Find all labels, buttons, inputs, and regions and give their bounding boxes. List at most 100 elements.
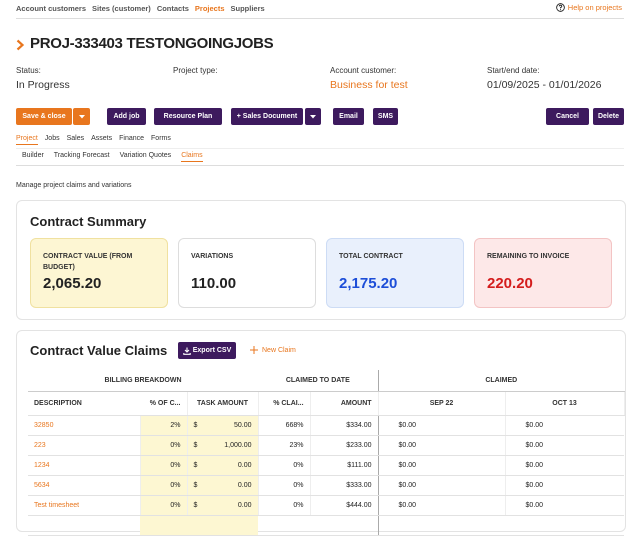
claims-table: BILLING BREAKDOWN CLAIMED TO DATE CLAIMED D… xyxy=(28,370,625,536)
summary-label: CONTRACT VALUE (FROM BUDGET) xyxy=(43,253,133,271)
column-header: SEP 22 xyxy=(377,391,506,416)
cell xyxy=(258,515,311,536)
task-currency: $ xyxy=(193,461,198,469)
new-claim-link[interactable]: New Claim xyxy=(250,346,296,354)
subtab[interactable]: Tracking Forecast xyxy=(53,152,110,159)
summary-box: TOTAL CONTRACT 2,175.20 xyxy=(326,238,464,308)
caret xyxy=(78,115,85,119)
claimed-amount: $0.00 xyxy=(377,475,506,496)
task-amount-cell: $50.00 xyxy=(186,415,259,436)
tab[interactable]: Project xyxy=(16,135,38,145)
group-header: CLAIMED TO DATE xyxy=(258,370,379,392)
divider xyxy=(16,165,624,166)
claim-row-partial xyxy=(28,515,625,536)
summary-label: VARIATIONS xyxy=(191,253,234,260)
column-header: % OF C... xyxy=(140,391,188,416)
nav-link[interactable]: Projects xyxy=(194,4,225,13)
task-currency: $ xyxy=(193,481,198,489)
nav-link[interactable]: Account customers xyxy=(16,4,87,13)
tab[interactable]: Assets xyxy=(91,135,113,142)
save-dropdown[interactable] xyxy=(73,108,90,125)
task-amount: 50.00 xyxy=(234,421,252,429)
description: Manage project claims and variations xyxy=(16,182,132,189)
claimed-amount: $0.00 xyxy=(377,455,506,476)
amount-claimed: $333.00 xyxy=(310,475,379,496)
field-value: In Progress xyxy=(16,79,70,91)
export-csv-button[interactable]: Export CSV xyxy=(178,342,236,359)
task-amount-cell: $1,000.00 xyxy=(186,435,259,456)
subtab[interactable]: Variation Quotes xyxy=(119,152,172,159)
task-amount-cell: $0.00 xyxy=(186,495,259,516)
description[interactable]: 32850 xyxy=(28,415,141,436)
field-label: Project type: xyxy=(173,66,218,75)
resource-plan-button[interactable]: Resource Plan xyxy=(154,108,222,125)
claim-row: 32850 2% $50.00 668% $334.00 $0.00 $0.00 xyxy=(28,415,625,436)
tabs: Project Jobs Sales Assets Finance Forms xyxy=(16,135,171,145)
subtab[interactable]: Builder xyxy=(22,152,44,159)
column-header: AMOUNT xyxy=(310,391,379,416)
new-claim-text: New Claim xyxy=(262,346,296,354)
caret xyxy=(310,115,316,119)
tab[interactable]: Finance xyxy=(119,135,145,142)
download-icon xyxy=(182,347,191,355)
claimed-amount: $0.00 xyxy=(505,475,625,496)
email-button[interactable]: Email xyxy=(333,108,364,125)
description[interactable]: 1234 xyxy=(28,455,141,476)
cell xyxy=(28,515,140,536)
sales-document-button[interactable]: + Sales Document xyxy=(231,108,303,125)
summary-box: REMAINING TO INVOICE 220.20 xyxy=(474,238,612,308)
amount-claimed: $111.00 xyxy=(310,455,379,476)
sales-dropdown[interactable] xyxy=(305,108,321,125)
claimed-amount: $0.00 xyxy=(377,435,506,456)
cell xyxy=(140,515,187,536)
pct-of-contract: 0% xyxy=(140,475,187,496)
page: {"nav": {"links": ["Account customers", … xyxy=(16,3,626,536)
amount-claimed: $233.00 xyxy=(310,435,379,456)
cell xyxy=(187,515,259,536)
task-amount-wrap: $1,000.00 xyxy=(194,442,252,449)
add-job-button[interactable]: Add job xyxy=(107,108,146,125)
column-header: OCT 13 xyxy=(505,391,625,416)
nav-link[interactable]: Suppliers xyxy=(230,4,265,13)
description[interactable]: 223 xyxy=(28,435,141,456)
claimed-amount: $0.00 xyxy=(505,415,625,436)
field-value: 01/09/2025 - 01/01/2026 xyxy=(487,79,602,91)
screen: Account customers Sites (customer) Contact… xyxy=(16,3,626,536)
sms-button[interactable]: SMS xyxy=(373,108,398,125)
tab[interactable]: Sales xyxy=(66,135,85,142)
help-link[interactable]: Help on projects xyxy=(555,3,622,12)
task-amount-cell: $0.00 xyxy=(186,455,259,476)
cell xyxy=(310,515,379,536)
description[interactable]: Test timesheet xyxy=(28,495,141,516)
summary-value: 2,065.20 xyxy=(43,275,102,292)
summary-label: REMAINING TO INVOICE xyxy=(487,253,570,260)
amount-claimed: $444.00 xyxy=(310,495,379,516)
top-nav: Account customers Sites (customer) Contact… xyxy=(16,4,265,13)
cancel-button[interactable]: Cancel xyxy=(546,108,589,125)
tab[interactable]: Jobs xyxy=(44,135,60,142)
task-currency: $ xyxy=(193,421,198,429)
divider xyxy=(16,18,624,19)
help-text: Help on projects xyxy=(567,3,622,12)
page-title: PROJ-333403 TESTONGOINGJOBS xyxy=(30,35,274,52)
task-amount: 0.00 xyxy=(237,461,252,469)
nav-link[interactable]: Contacts xyxy=(156,4,189,13)
task-amount: 1,000.00 xyxy=(224,441,252,449)
task-amount: 0.00 xyxy=(237,481,252,489)
cell xyxy=(505,515,625,536)
description[interactable]: 5634 xyxy=(28,475,141,496)
subtab[interactable]: Claims xyxy=(181,152,203,162)
task-currency: $ xyxy=(193,441,198,449)
group-header: CLAIMED xyxy=(377,370,625,392)
task-currency: $ xyxy=(193,501,198,509)
claimed-amount: $0.00 xyxy=(505,455,625,476)
task-amount-wrap: $0.00 xyxy=(194,502,252,509)
tab[interactable]: Forms xyxy=(151,135,171,142)
save-close-button[interactable]: Save & close xyxy=(16,108,72,125)
pct-claimed: 0% xyxy=(258,495,311,516)
delete-button[interactable]: Delete xyxy=(593,108,624,125)
claim-row: 223 0% $1,000.00 23% $233.00 $0.00 $0.00 xyxy=(28,435,625,456)
nav-link[interactable]: Sites (customer) xyxy=(92,4,151,13)
task-amount-cell: $0.00 xyxy=(186,475,259,496)
column-header: % CLAI... xyxy=(258,391,311,416)
